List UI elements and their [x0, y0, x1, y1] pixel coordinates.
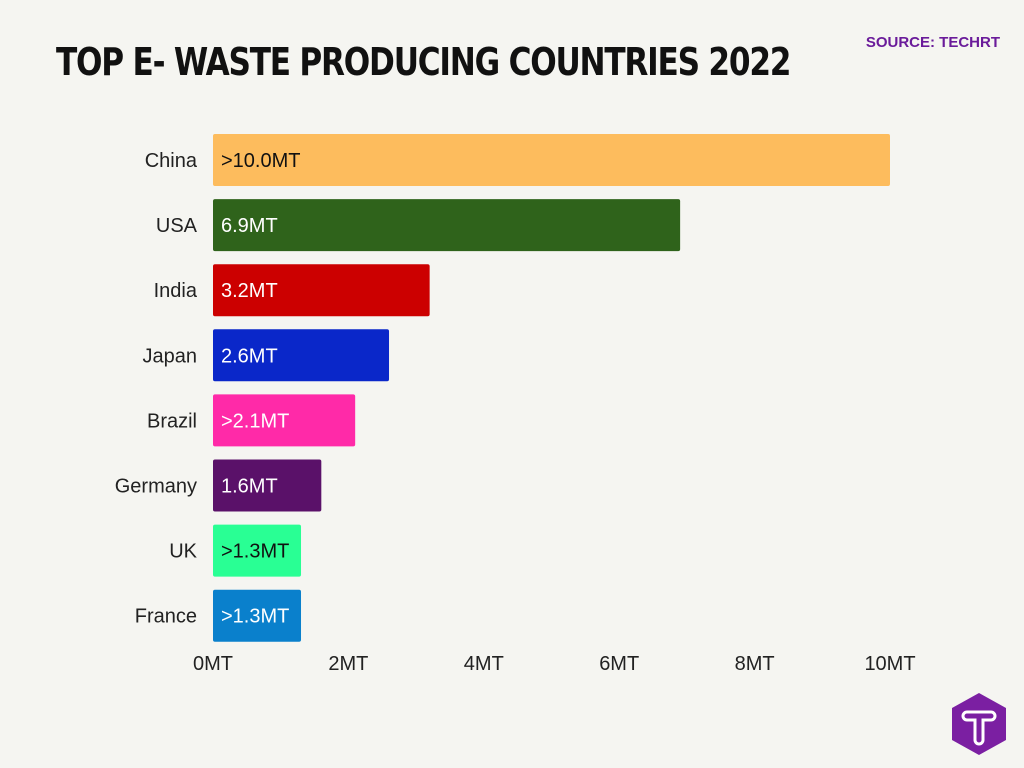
category-label: India [154, 280, 198, 302]
bar-china [213, 134, 890, 186]
data-label: 3.2MT [221, 280, 278, 302]
source-label: SOURCE: TECHRT [865, 34, 1000, 51]
bar-usa [213, 199, 681, 252]
data-label: >10.0MT [221, 150, 300, 172]
category-label: USA [156, 215, 198, 237]
data-label: >1.3MT [221, 606, 289, 628]
x-tick-label: 6MT [599, 653, 639, 675]
x-tick-label: 10MT [864, 653, 915, 675]
x-tick-label: 0MT [193, 653, 233, 675]
data-label: 1.6MT [221, 476, 278, 498]
data-label: 6.9MT [221, 215, 278, 237]
x-tick-label: 4MT [464, 653, 504, 675]
category-label: UK [169, 541, 197, 563]
category-label: Germany [115, 476, 197, 498]
techrt-logo [952, 693, 1006, 755]
data-label: 2.6MT [221, 345, 278, 367]
bar-france [213, 589, 302, 642]
data-label: >2.1MT [221, 410, 289, 432]
category-label: China [145, 150, 198, 172]
x-tick-label: 2MT [328, 653, 368, 675]
bar-india [213, 264, 430, 317]
data-label: >1.3MT [221, 541, 289, 563]
bar-germany [213, 459, 322, 512]
bar-japan [213, 329, 390, 382]
category-label: France [135, 606, 197, 628]
bar-brazil [213, 394, 356, 447]
x-tick-label: 8MT [735, 653, 775, 675]
bar-uk [213, 524, 302, 577]
category-label: Brazil [147, 410, 197, 432]
chart-title: TOP E- WASTE PRODUCING COUNTRIES 2022 [56, 40, 791, 84]
category-label: Japan [143, 345, 198, 367]
